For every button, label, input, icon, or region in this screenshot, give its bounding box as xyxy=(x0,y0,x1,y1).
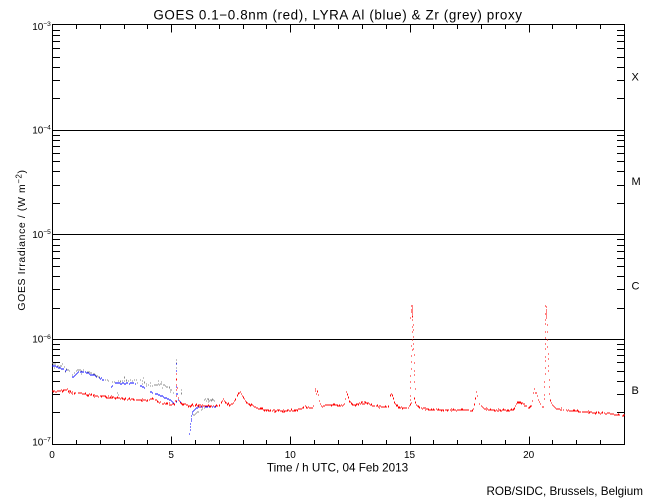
svg-text:M: M xyxy=(632,176,641,188)
svg-text:B: B xyxy=(632,385,639,397)
svg-text:Time / h UTC, 04 Feb 2013: Time / h UTC, 04 Feb 2013 xyxy=(267,462,408,475)
svg-text:GOES Irradiance / (W m−2): GOES Irradiance / (W m−2) xyxy=(15,169,29,310)
svg-text:10: 10 xyxy=(285,450,297,461)
svg-text:C: C xyxy=(632,281,640,293)
svg-text:0: 0 xyxy=(49,450,55,461)
svg-text:X: X xyxy=(632,72,640,84)
svg-text:20: 20 xyxy=(523,450,535,461)
svg-text:15: 15 xyxy=(404,450,416,461)
svg-text:GOES 0.1−0.8nm (red), LYRA Al: GOES 0.1−0.8nm (red), LYRA Al (blue) & Z… xyxy=(153,8,522,23)
svg-text:10−5: 10−5 xyxy=(32,229,51,241)
svg-text:10−6: 10−6 xyxy=(32,334,51,346)
svg-text:5: 5 xyxy=(168,450,174,461)
svg-text:ROB/SIDC, Brussels, Belgium: ROB/SIDC, Brussels, Belgium xyxy=(486,485,643,498)
svg-text:10−4: 10−4 xyxy=(32,125,51,137)
svg-text:10−7: 10−7 xyxy=(32,437,51,449)
svg-text:10−3: 10−3 xyxy=(32,21,51,33)
